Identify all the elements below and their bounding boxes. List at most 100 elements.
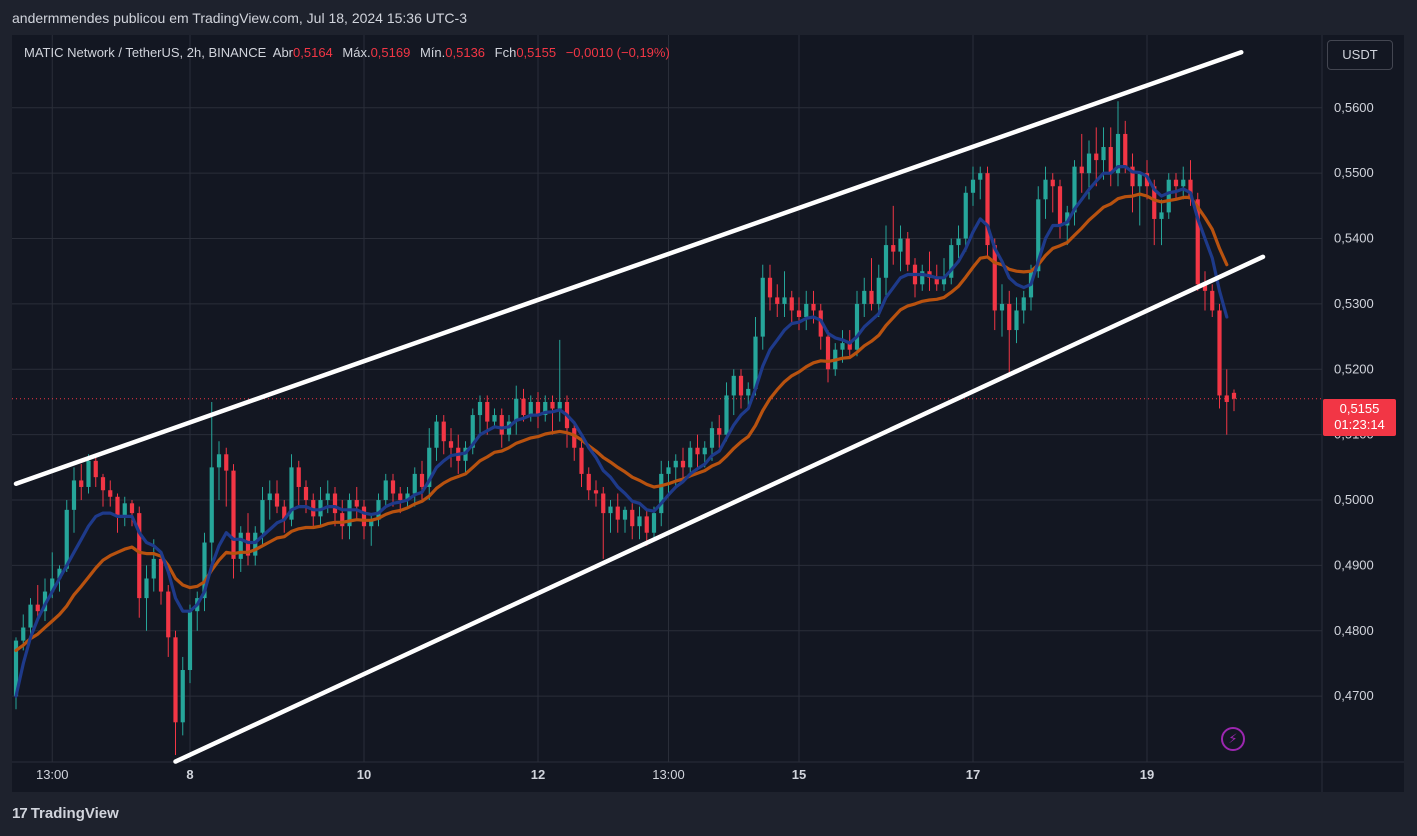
candle[interactable] (891, 205, 896, 265)
currency-button[interactable]: USDT (1327, 40, 1393, 70)
candle[interactable] (1130, 153, 1135, 213)
candle[interactable] (28, 598, 33, 635)
candle[interactable] (753, 316, 758, 396)
candle[interactable] (1101, 127, 1106, 180)
channel-upper-line[interactable] (13, 49, 1244, 486)
candle[interactable] (64, 500, 69, 572)
candle[interactable] (883, 225, 889, 298)
candle[interactable] (615, 493, 620, 533)
symbol-name[interactable]: MATIC Network / TetherUS, 2h, BINANCE (24, 45, 267, 60)
candle[interactable] (912, 258, 918, 298)
candle[interactable] (216, 441, 222, 501)
candle[interactable] (978, 166, 983, 200)
candle[interactable] (593, 480, 599, 507)
candle[interactable] (340, 500, 345, 540)
candle[interactable] (1224, 369, 1229, 435)
candle[interactable] (1108, 127, 1113, 187)
candle[interactable] (1181, 166, 1186, 200)
candle[interactable] (862, 277, 867, 317)
candle[interactable] (412, 467, 417, 507)
symbol-legend[interactable]: MATIC Network / TetherUS, 2h, BINANCE Ab… (24, 45, 676, 60)
candle[interactable] (825, 330, 831, 383)
candle[interactable] (231, 464, 236, 579)
candle[interactable] (441, 415, 446, 455)
candle[interactable] (557, 339, 562, 422)
candle[interactable] (463, 441, 468, 474)
candle[interactable] (680, 447, 686, 481)
candle[interactable] (115, 493, 120, 533)
candle[interactable] (108, 480, 113, 507)
candle[interactable] (1166, 173, 1171, 219)
candle[interactable] (195, 591, 200, 631)
candle[interactable] (347, 493, 352, 540)
candle[interactable] (666, 460, 671, 494)
candle[interactable] (1137, 173, 1142, 226)
candle[interactable] (543, 395, 548, 422)
trend-channel[interactable] (13, 49, 1266, 764)
candle[interactable] (100, 473, 106, 507)
chart-pane[interactable]: 0,56000,55000,54000,53000,52000,51000,50… (12, 35, 1404, 792)
candle[interactable] (354, 486, 359, 520)
candle[interactable] (477, 395, 483, 435)
candle[interactable] (122, 496, 127, 527)
candle[interactable] (137, 506, 142, 618)
candle[interactable] (572, 421, 577, 461)
candle[interactable] (383, 473, 388, 507)
candle[interactable] (492, 408, 497, 429)
candle[interactable] (224, 447, 229, 507)
candle[interactable] (601, 486, 606, 559)
candle[interactable] (985, 166, 990, 259)
candle[interactable] (405, 486, 410, 507)
candle[interactable] (296, 460, 301, 507)
candle[interactable] (724, 382, 729, 442)
candle[interactable] (644, 509, 649, 546)
candle[interactable] (579, 441, 584, 487)
candle[interactable] (514, 385, 519, 435)
candle[interactable] (1043, 166, 1048, 219)
candle[interactable] (1050, 173, 1055, 213)
candle[interactable] (1217, 303, 1222, 409)
candle[interactable] (1202, 271, 1208, 311)
candles[interactable] (13, 101, 1237, 755)
candle[interactable] (688, 441, 693, 474)
candle[interactable] (550, 395, 555, 435)
candle[interactable] (1014, 297, 1019, 344)
candle[interactable] (202, 532, 207, 612)
candle[interactable] (796, 297, 802, 331)
candle[interactable] (999, 284, 1005, 337)
candle[interactable] (564, 395, 570, 448)
candle[interactable] (630, 503, 635, 540)
candle[interactable] (1094, 127, 1099, 187)
tradingview-logo[interactable]: 17 TradingView (12, 805, 119, 822)
candle[interactable] (767, 264, 773, 311)
candle[interactable] (920, 264, 925, 291)
candle[interactable] (637, 506, 642, 540)
candle[interactable] (622, 506, 628, 533)
candle[interactable] (1079, 133, 1084, 193)
candle[interactable] (434, 415, 439, 461)
candle[interactable] (253, 526, 258, 566)
candle[interactable] (695, 434, 700, 468)
candle[interactable] (86, 454, 91, 494)
candle[interactable] (1021, 290, 1026, 324)
candle[interactable] (1057, 179, 1063, 239)
candle[interactable] (818, 303, 823, 350)
candle[interactable] (318, 486, 323, 527)
candle[interactable] (151, 539, 156, 592)
candle[interactable] (970, 166, 976, 206)
candle[interactable] (608, 500, 613, 533)
candle[interactable] (398, 486, 403, 514)
candle[interactable] (1072, 160, 1077, 226)
candle[interactable] (209, 401, 214, 566)
candle[interactable] (1173, 173, 1179, 200)
channel-lower-line[interactable] (173, 254, 1266, 764)
candle[interactable] (158, 552, 164, 605)
candle[interactable] (1231, 389, 1237, 412)
candle[interactable] (731, 369, 736, 416)
candle[interactable] (485, 395, 490, 435)
candle[interactable] (1144, 160, 1150, 200)
candle[interactable] (267, 480, 272, 520)
candle[interactable] (941, 258, 947, 291)
candle[interactable] (282, 500, 287, 533)
candle[interactable] (528, 395, 533, 422)
